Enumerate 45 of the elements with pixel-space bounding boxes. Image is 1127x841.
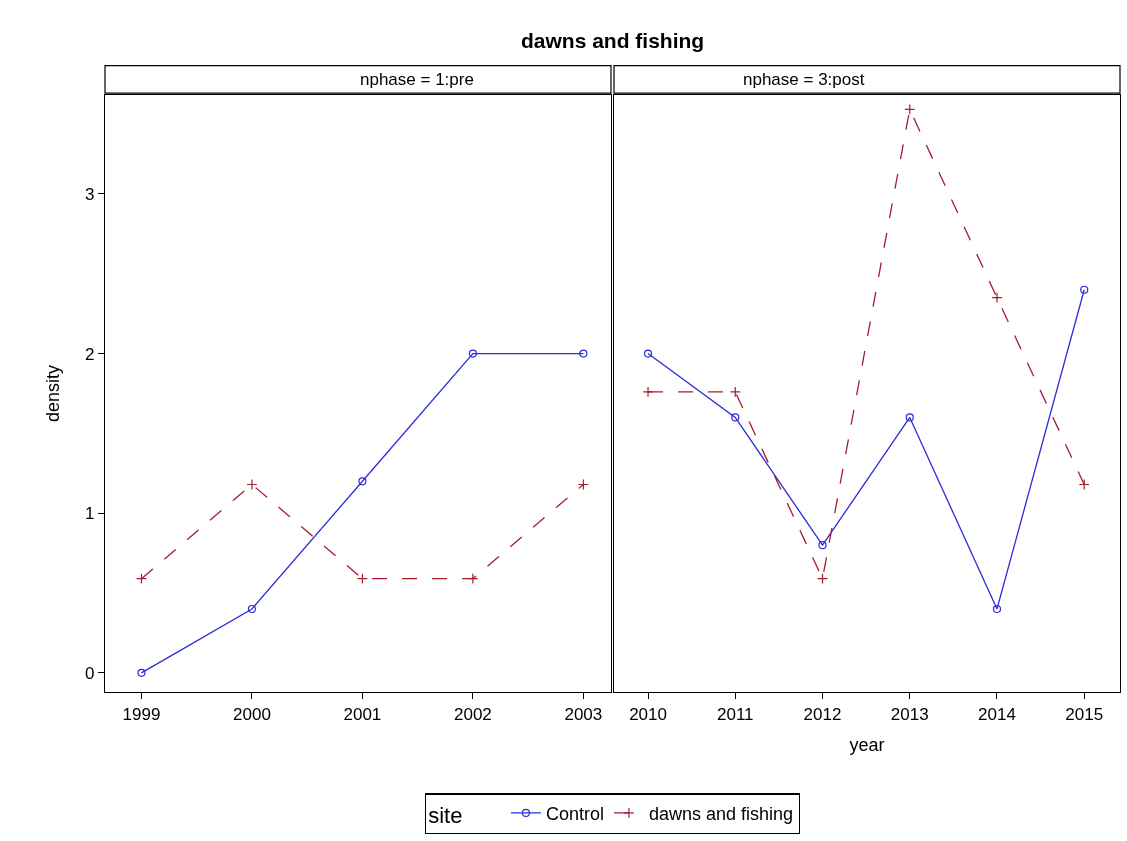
point [1080,285,1089,294]
chart-title: dawns and fishing [521,29,705,52]
point [468,349,477,358]
point [731,413,740,422]
y-tick-label: 0 [85,663,95,683]
point [137,668,146,677]
chart-subtitle: nphase = 3:post [743,70,865,89]
point [358,477,367,486]
legend-label: dawns and fishing [648,803,794,824]
x-tick-label: 2013 [890,704,929,724]
x-tick-label: 2003 [564,704,603,724]
point [577,478,589,490]
point [246,478,258,490]
point [1078,478,1090,490]
point [642,386,654,398]
y-tick-label: 2 [85,344,95,364]
point [467,573,479,585]
point [992,604,1002,614]
legend-title: site [428,803,500,829]
y-axis-title: density [43,364,64,423]
point [818,541,827,550]
y-tick-label: 3 [85,184,95,204]
legend-label: Control [545,803,604,824]
x-tick-label: 2011 [717,704,754,724]
x-tick-label: 2014 [978,704,1016,724]
x-tick-label: 2001 [343,704,382,724]
x-tick-label: 2015 [1065,704,1104,724]
point [643,349,653,358]
x-tick-label: 2012 [803,704,842,724]
x-tick-label: 2002 [453,704,492,724]
point [356,573,368,585]
chart-subtitle: nphase = 1:pre [360,70,474,89]
point [817,573,829,585]
point [135,573,147,585]
x-axis-title: year [849,734,885,755]
point [247,604,257,614]
point [729,386,741,398]
point [579,349,588,358]
point [904,103,916,115]
x-tick-label: 2010 [629,704,667,724]
point [991,292,1003,304]
x-tick-label: 1999 [122,704,161,724]
y-tick-label: 1 [85,504,95,524]
point [905,413,914,422]
x-tick-label: 2000 [233,704,271,724]
